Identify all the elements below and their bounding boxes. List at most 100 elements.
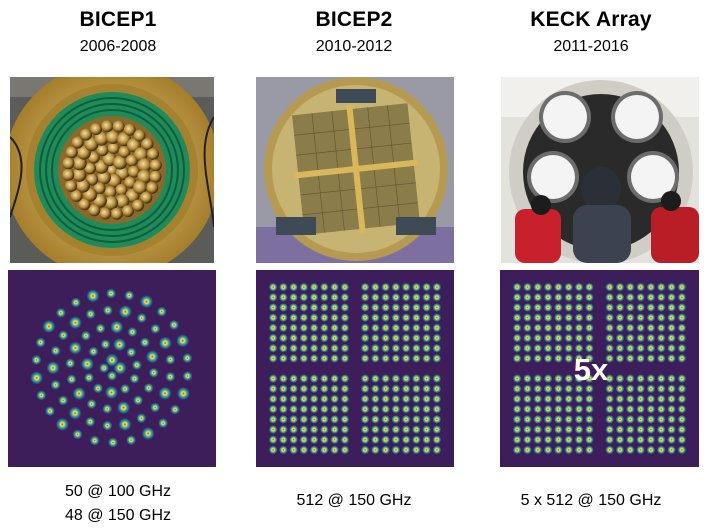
beam-spot [268,394,278,404]
beam-spot [574,435,584,445]
beam-spot [543,303,553,312]
beam-spot [585,445,594,455]
beam-spot [289,343,298,353]
beam-spot [50,379,61,390]
feed-horn [149,170,162,183]
caption-line: 50 @ 100 GHz [64,483,172,500]
beam-spot [401,384,411,394]
beam-spot [299,445,309,455]
beam-spot [432,445,442,455]
beam-spot [340,435,350,445]
beam-spot [99,363,109,373]
beam-spot [523,384,532,394]
panel-bicep2: BICEP2 2010-2012 [236,0,472,531]
beam-spot [523,333,532,343]
beam-spot [646,445,656,455]
feed-horn [115,194,130,209]
beam-spot [401,394,411,404]
beam-spot [646,394,656,404]
beam-spot [340,404,350,414]
beam-spot [554,394,563,404]
beam-spot [667,354,676,363]
beam-spot [422,333,431,343]
beam-spot [585,333,594,343]
beam-spot [330,313,339,322]
feed-horn [146,181,159,194]
beam-spot [646,303,656,312]
panel-years: 2011-2016 [553,38,629,55]
beam-spot [574,303,584,312]
beam-spot [667,374,676,383]
beam-spot [585,303,594,312]
feed-horn [62,168,75,181]
beam-spot [656,374,666,383]
beam-spot [268,343,278,353]
feed-horn [113,155,128,170]
beam-spot [646,323,656,333]
beam-spot [554,374,563,383]
beam-spot [46,361,60,375]
beam-spot [330,303,339,312]
beam-spot [605,374,614,383]
beam-spot [523,323,532,333]
beam-spot [667,333,676,343]
beam-spot [391,374,401,383]
beam-spot [564,415,574,424]
beam-spot [554,404,563,414]
caption-line: 512 @ 150 GHz [296,492,412,509]
beam-spot [512,394,522,404]
beam-spot [299,415,309,424]
beam-spot [422,303,431,312]
feed-horn [90,122,103,135]
beam-spot [320,343,329,353]
beam-spot [625,384,635,394]
beam-spot [412,394,421,404]
beam-spot [585,323,594,333]
beam-spot [268,384,278,394]
beam-spot [585,404,594,414]
beam-spot [564,323,574,333]
beam-spot [523,343,532,353]
beam-spot [279,313,288,322]
beam-spot [677,445,687,455]
beam-spot [554,435,563,445]
beam-spot [422,292,431,302]
beam-spot [330,425,339,434]
beam-spot [340,394,350,404]
beam-spot [412,435,421,445]
beam-spot [391,303,401,312]
beam-spot [330,394,339,404]
beam-spot [401,313,411,322]
feed-horn [132,199,145,212]
beam-spot [381,384,390,394]
beam-spot [646,354,656,363]
beam-spot [360,313,370,322]
beam-spot [636,445,645,455]
feed-horn [93,182,106,195]
feed-horn [70,190,83,203]
beam-spot [564,303,574,312]
beam-spot [543,445,553,455]
beam-spot [150,323,161,334]
beam-spot [309,415,319,424]
beam-spot [422,282,431,292]
beam-spot [615,384,625,394]
beam-spot [677,354,687,363]
beam-spot [88,346,99,357]
beam-spot [401,343,411,353]
beam-spot [615,425,625,434]
beam-spot [289,282,298,292]
beam-spot [127,327,138,338]
feed-horn [147,148,160,161]
beam-spot [371,323,380,333]
caption-line: 5 x 512 @ 150 GHz [520,492,662,509]
beam-spot [512,282,522,292]
beam-spot [309,292,319,302]
beam-spot [656,343,666,353]
beam-spot [677,303,687,312]
beam-spot [401,445,411,455]
beam-spot [143,382,154,393]
feed-horn [127,165,140,178]
beam-spot [512,445,522,455]
beam-spot [636,435,645,445]
